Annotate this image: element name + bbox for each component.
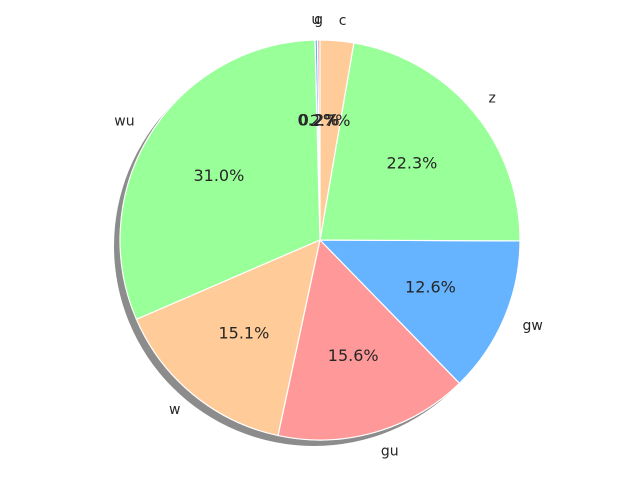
percent-label-c: 0.2% [297, 111, 338, 130]
category-label-gu: z [489, 91, 496, 107]
percent-labels: 0.2%0.2%31.0%15.1%15.6%12.6%22.3%2.7% [193, 111, 455, 365]
category-label-gw: c [339, 13, 347, 29]
pie-slices [119, 39, 521, 441]
pie-slice-wu [277, 239, 461, 441]
category-label-z: g [314, 12, 323, 28]
pie-slice-g [119, 39, 321, 320]
percent-label-u: 15.1% [218, 323, 269, 342]
category-label-w: gw [522, 318, 542, 334]
percent-label-gw: 2.7% [310, 111, 351, 130]
category-labels: gu wu w gu gw z c [114, 12, 543, 459]
percent-label-z: 0.2% [299, 111, 340, 130]
pie-slice-w [319, 239, 521, 384]
category-label-wu: gu [381, 443, 399, 459]
percent-label-w: 12.6% [405, 277, 456, 296]
percent-label-g: 31.0% [193, 166, 244, 185]
pie-slice-gu [319, 42, 521, 242]
category-label-c: u [311, 12, 320, 28]
percent-label-gu: 22.3% [387, 153, 438, 172]
percent-label-wu: 15.6% [328, 346, 379, 365]
pie-slice-gw [319, 39, 355, 241]
category-label-g: wu [114, 114, 134, 130]
category-label-u: w [169, 402, 180, 418]
pie-slice-u [135, 239, 321, 437]
